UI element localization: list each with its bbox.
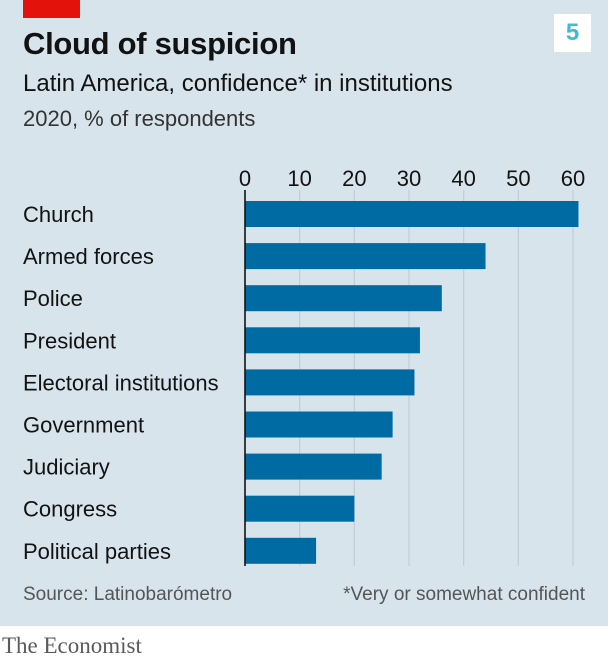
x-tick-label: 30 — [397, 166, 421, 191]
category-label: President — [23, 328, 116, 353]
x-tick-label: 20 — [342, 166, 366, 191]
chart-unit-label: 2020, % of respondents — [23, 106, 256, 131]
category-label: Government — [23, 413, 144, 438]
category-label: Police — [23, 286, 83, 311]
bar-church — [245, 201, 579, 227]
x-tick-label: 10 — [287, 166, 311, 191]
x-tick-label: 60 — [561, 166, 585, 191]
x-axis-ticks: 0 10 20 30 40 50 60 — [239, 166, 585, 191]
bar-chart: 0 10 20 30 40 50 60 Church Armed forces Police Pr… — [23, 166, 585, 566]
bar-government — [245, 411, 393, 438]
bar-president — [245, 327, 420, 354]
economist-logo-text: The Economist — [2, 633, 142, 658]
x-tick-label: 40 — [451, 166, 475, 191]
bar-political-parties — [245, 537, 317, 564]
chart-subtitle: Latin America, confidence* in institutio… — [23, 70, 453, 97]
source-note: Source: Latinobarómetro — [23, 584, 233, 605]
chart-title: Cloud of suspicion — [23, 26, 297, 61]
footnote: *Very or somewhat confident — [343, 584, 585, 605]
category-labels: Church Armed forces Police President Elector… — [23, 202, 219, 564]
category-label: Judiciary — [23, 455, 110, 480]
chart-number-badge: 5 — [554, 14, 591, 52]
bar-judiciary — [245, 453, 382, 480]
x-tick-label: 0 — [239, 166, 251, 191]
category-label: Armed forces — [23, 244, 154, 269]
category-label: Congress — [23, 497, 117, 522]
bar-congress — [245, 495, 355, 522]
category-label: Political parties — [23, 539, 171, 564]
bar-electoral-institutions — [245, 369, 415, 396]
category-label: Electoral institutions — [23, 370, 219, 395]
category-label: Church — [23, 202, 94, 227]
brand-red-tag — [23, 0, 80, 18]
bars — [245, 201, 579, 564]
x-tick-label: 50 — [506, 166, 530, 191]
bar-police — [245, 285, 442, 312]
bar-armed-forces — [245, 243, 486, 270]
